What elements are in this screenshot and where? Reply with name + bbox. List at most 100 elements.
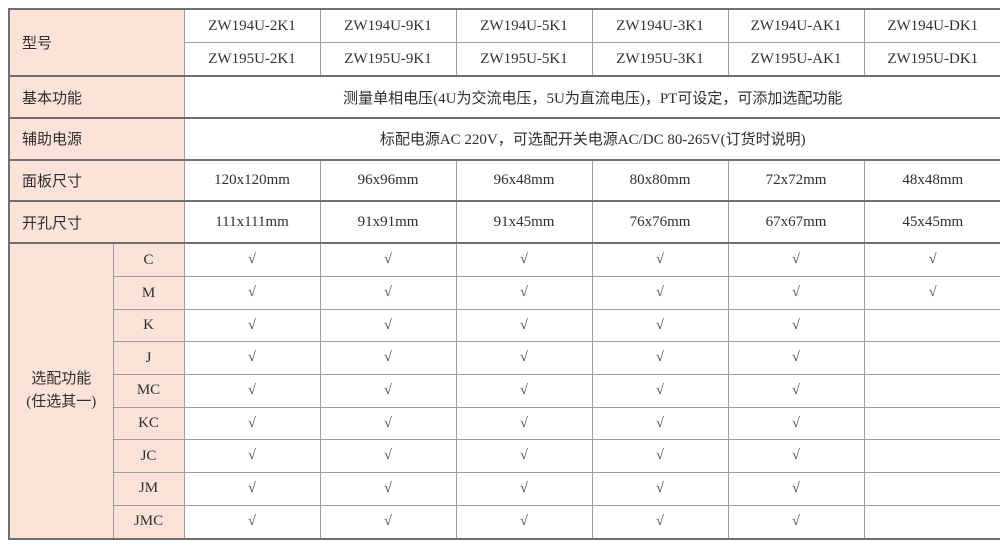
option-code-cell: JC (112, 439, 185, 474)
optional-label-line2: (任选其一) (26, 394, 97, 411)
check-cell: √ (727, 439, 865, 474)
model-cell: ZW195U-AK1 (727, 42, 865, 77)
panel-size-cell: 120x120mm (183, 158, 321, 202)
model-cell: ZW195U-2K1 (183, 42, 321, 77)
optional-label-line1: 选配功能 (31, 370, 92, 387)
option-code-cell: M (112, 276, 185, 310)
check-cell: √ (591, 472, 729, 506)
check-cell: √ (319, 439, 457, 474)
check-cell: √ (455, 504, 593, 540)
aux-power-value: 标配电源AC 220V，可选配开关电源AC/DC 80-265V(订货时说明) (183, 116, 1000, 161)
check-cell (863, 439, 1000, 474)
row-label-aux-power: 辅助电源 (8, 116, 185, 161)
model-cell: ZW195U-9K1 (319, 42, 457, 77)
panel-size-cell: 72x72mm (727, 158, 865, 202)
check-cell: √ (591, 308, 729, 343)
cutout-size-cell: 45x45mm (863, 200, 1000, 244)
check-cell: √ (183, 439, 321, 474)
option-row-jmc: JMC √ √ √ √ √ (9, 504, 1000, 540)
check-cell (863, 308, 1000, 343)
option-code-cell: KC (112, 406, 185, 441)
panel-size-cell: 96x48mm (455, 158, 593, 202)
check-cell (863, 472, 1000, 506)
check-cell: √ (319, 472, 457, 506)
check-cell: √ (455, 472, 593, 506)
option-code-cell: JM (112, 472, 185, 506)
model-row-194: 型号 ZW194U-2K1 ZW194U-9K1 ZW194U-5K1 ZW19… (8, 8, 1000, 77)
check-cell: √ (727, 406, 865, 441)
cutout-size-row: 开孔尺寸 111x111mm 91x91mm 91x45mm 76x76mm 6… (8, 200, 1000, 244)
check-cell: √ (183, 308, 321, 343)
option-row-c: 选配功能 (任选其一) C √ √ √ √ √ √ (8, 242, 1000, 540)
cutout-size-cell: 67x67mm (727, 200, 865, 244)
cutout-size-cell: 111x111mm (183, 200, 321, 244)
model-cell: ZW195U-5K1 (455, 42, 593, 77)
check-cell: √ (863, 276, 1000, 310)
panel-size-cell: 80x80mm (591, 158, 729, 202)
model-cell: ZW195U-DK1 (863, 42, 1000, 77)
check-cell: √ (183, 276, 321, 310)
check-cell: √ (183, 504, 321, 540)
check-cell: √ (319, 242, 457, 278)
cutout-size-cell: 91x45mm (455, 200, 593, 244)
check-cell: √ (319, 504, 457, 540)
model-cell: ZW194U-3K1 (591, 8, 729, 44)
check-cell: √ (591, 276, 729, 310)
cutout-size-cell: 76x76mm (591, 200, 729, 244)
check-cell: √ (727, 504, 865, 540)
check-cell: √ (591, 374, 729, 408)
check-cell: √ (591, 406, 729, 441)
option-code-cell: C (112, 242, 185, 278)
check-cell: √ (455, 439, 593, 474)
panel-size-cell: 48x48mm (863, 158, 1000, 202)
basic-function-row: 基本功能 测量单相电压(4U为交流电压，5U为直流电压)，PT可设定，可添加选配… (8, 75, 1000, 119)
option-row-jm: JM √ √ √ √ √ (9, 472, 1000, 506)
row-label-basic-function: 基本功能 (8, 75, 185, 119)
aux-power-row: 辅助电源 标配电源AC 220V，可选配开关电源AC/DC 80-265V(订货… (8, 116, 1000, 161)
check-cell: √ (591, 439, 729, 474)
check-cell (863, 406, 1000, 441)
option-row-mc: MC √ √ √ √ √ (9, 374, 1000, 408)
check-cell: √ (319, 374, 457, 408)
option-row-k: K √ √ √ √ √ (9, 308, 1000, 343)
check-cell: √ (183, 242, 321, 278)
panel-size-row: 面板尺寸 120x120mm 96x96mm 96x48mm 80x80mm 7… (8, 158, 1000, 202)
check-cell (863, 504, 1000, 540)
option-row-j: J √ √ √ √ √ (9, 341, 1000, 376)
check-cell: √ (591, 341, 729, 376)
model-cell: ZW194U-2K1 (183, 8, 321, 44)
check-cell: √ (727, 374, 865, 408)
check-cell: √ (455, 308, 593, 343)
check-cell: √ (455, 276, 593, 310)
option-row-m: M √ √ √ √ √ √ (9, 276, 1000, 310)
check-cell: √ (591, 504, 729, 540)
check-cell: √ (319, 341, 457, 376)
check-cell: √ (183, 374, 321, 408)
check-cell: √ (319, 406, 457, 441)
check-cell: √ (591, 242, 729, 278)
option-code-cell: K (112, 308, 185, 343)
panel-size-cell: 96x96mm (319, 158, 457, 202)
model-cell: ZW194U-AK1 (727, 8, 865, 44)
check-cell (863, 341, 1000, 376)
check-cell: √ (455, 374, 593, 408)
option-code-cell: MC (112, 374, 185, 408)
row-label-panel-size: 面板尺寸 (8, 158, 185, 202)
row-label-optional-functions: 选配功能 (任选其一) (8, 242, 114, 540)
row-label-cutout-size: 开孔尺寸 (8, 200, 185, 244)
check-cell: √ (727, 276, 865, 310)
option-row-kc: KC √ √ √ √ √ (9, 406, 1000, 441)
check-cell: √ (727, 341, 865, 376)
cutout-size-cell: 91x91mm (319, 200, 457, 244)
check-cell (863, 374, 1000, 408)
check-cell: √ (727, 472, 865, 506)
check-cell: √ (863, 242, 1000, 278)
model-cell: ZW195U-3K1 (591, 42, 729, 77)
model-cell: ZW194U-DK1 (863, 8, 1000, 44)
check-cell: √ (319, 276, 457, 310)
check-cell: √ (455, 242, 593, 278)
option-code-cell: J (112, 341, 185, 376)
check-cell: √ (183, 472, 321, 506)
check-cell: √ (455, 406, 593, 441)
check-cell: √ (727, 242, 865, 278)
